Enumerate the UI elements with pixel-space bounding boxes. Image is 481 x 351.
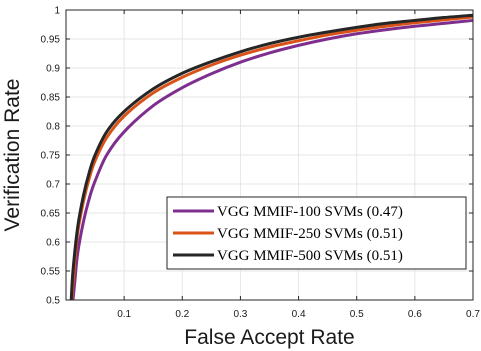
series-line-3 xyxy=(69,13,474,301)
legend-label-3: VGG MMIF-500 SVMs (0.51) xyxy=(217,248,403,264)
legend-label-2: VGG MMIF-250 SVMs (0.51) xyxy=(217,226,403,242)
y-tick-label: 0.75 xyxy=(41,151,61,162)
y-tick-label: 0.5 xyxy=(46,296,60,307)
x-tick-label: 0.4 xyxy=(292,309,306,320)
y-tick-label: 0.95 xyxy=(41,35,61,46)
legend-label-1: VGG MMIF-100 SVMs (0.47) xyxy=(217,204,403,220)
x-tick-label: 0.7 xyxy=(466,309,480,320)
ticks xyxy=(66,9,474,301)
y-tick-label: 0.55 xyxy=(41,267,61,278)
curves xyxy=(69,13,474,301)
y-tick-label: 0.85 xyxy=(41,93,61,104)
y-tick-label: 0.65 xyxy=(41,209,61,220)
tick-labels: 0.1 0.2 0.3 0.4 0.5 0.6 0.7 0.5 0.55 0.6 0.65 0.7 0.… xyxy=(41,6,481,321)
x-axis-title: False Accept Rate xyxy=(184,326,354,349)
y-tick-label: 0.6 xyxy=(46,238,60,249)
x-tick-label: 0.5 xyxy=(350,309,364,320)
y-tick-label: 0.8 xyxy=(46,122,60,133)
x-tick-label: 0.1 xyxy=(117,309,131,320)
y-axis-title: Verification Rate xyxy=(1,79,24,232)
series-line-1 xyxy=(71,18,474,301)
y-tick-label: 1 xyxy=(54,6,60,17)
legend: VGG MMIF-100 SVMs (0.47) VGG MMIF-250 SVM… xyxy=(166,196,467,270)
x-tick-label: 0.3 xyxy=(233,309,247,320)
legend-box xyxy=(166,196,467,270)
x-tick-label: 0.6 xyxy=(408,309,422,320)
x-tick-label: 0.2 xyxy=(175,309,189,320)
y-tick-label: 0.7 xyxy=(46,180,60,191)
y-tick-label: 0.9 xyxy=(46,64,60,75)
